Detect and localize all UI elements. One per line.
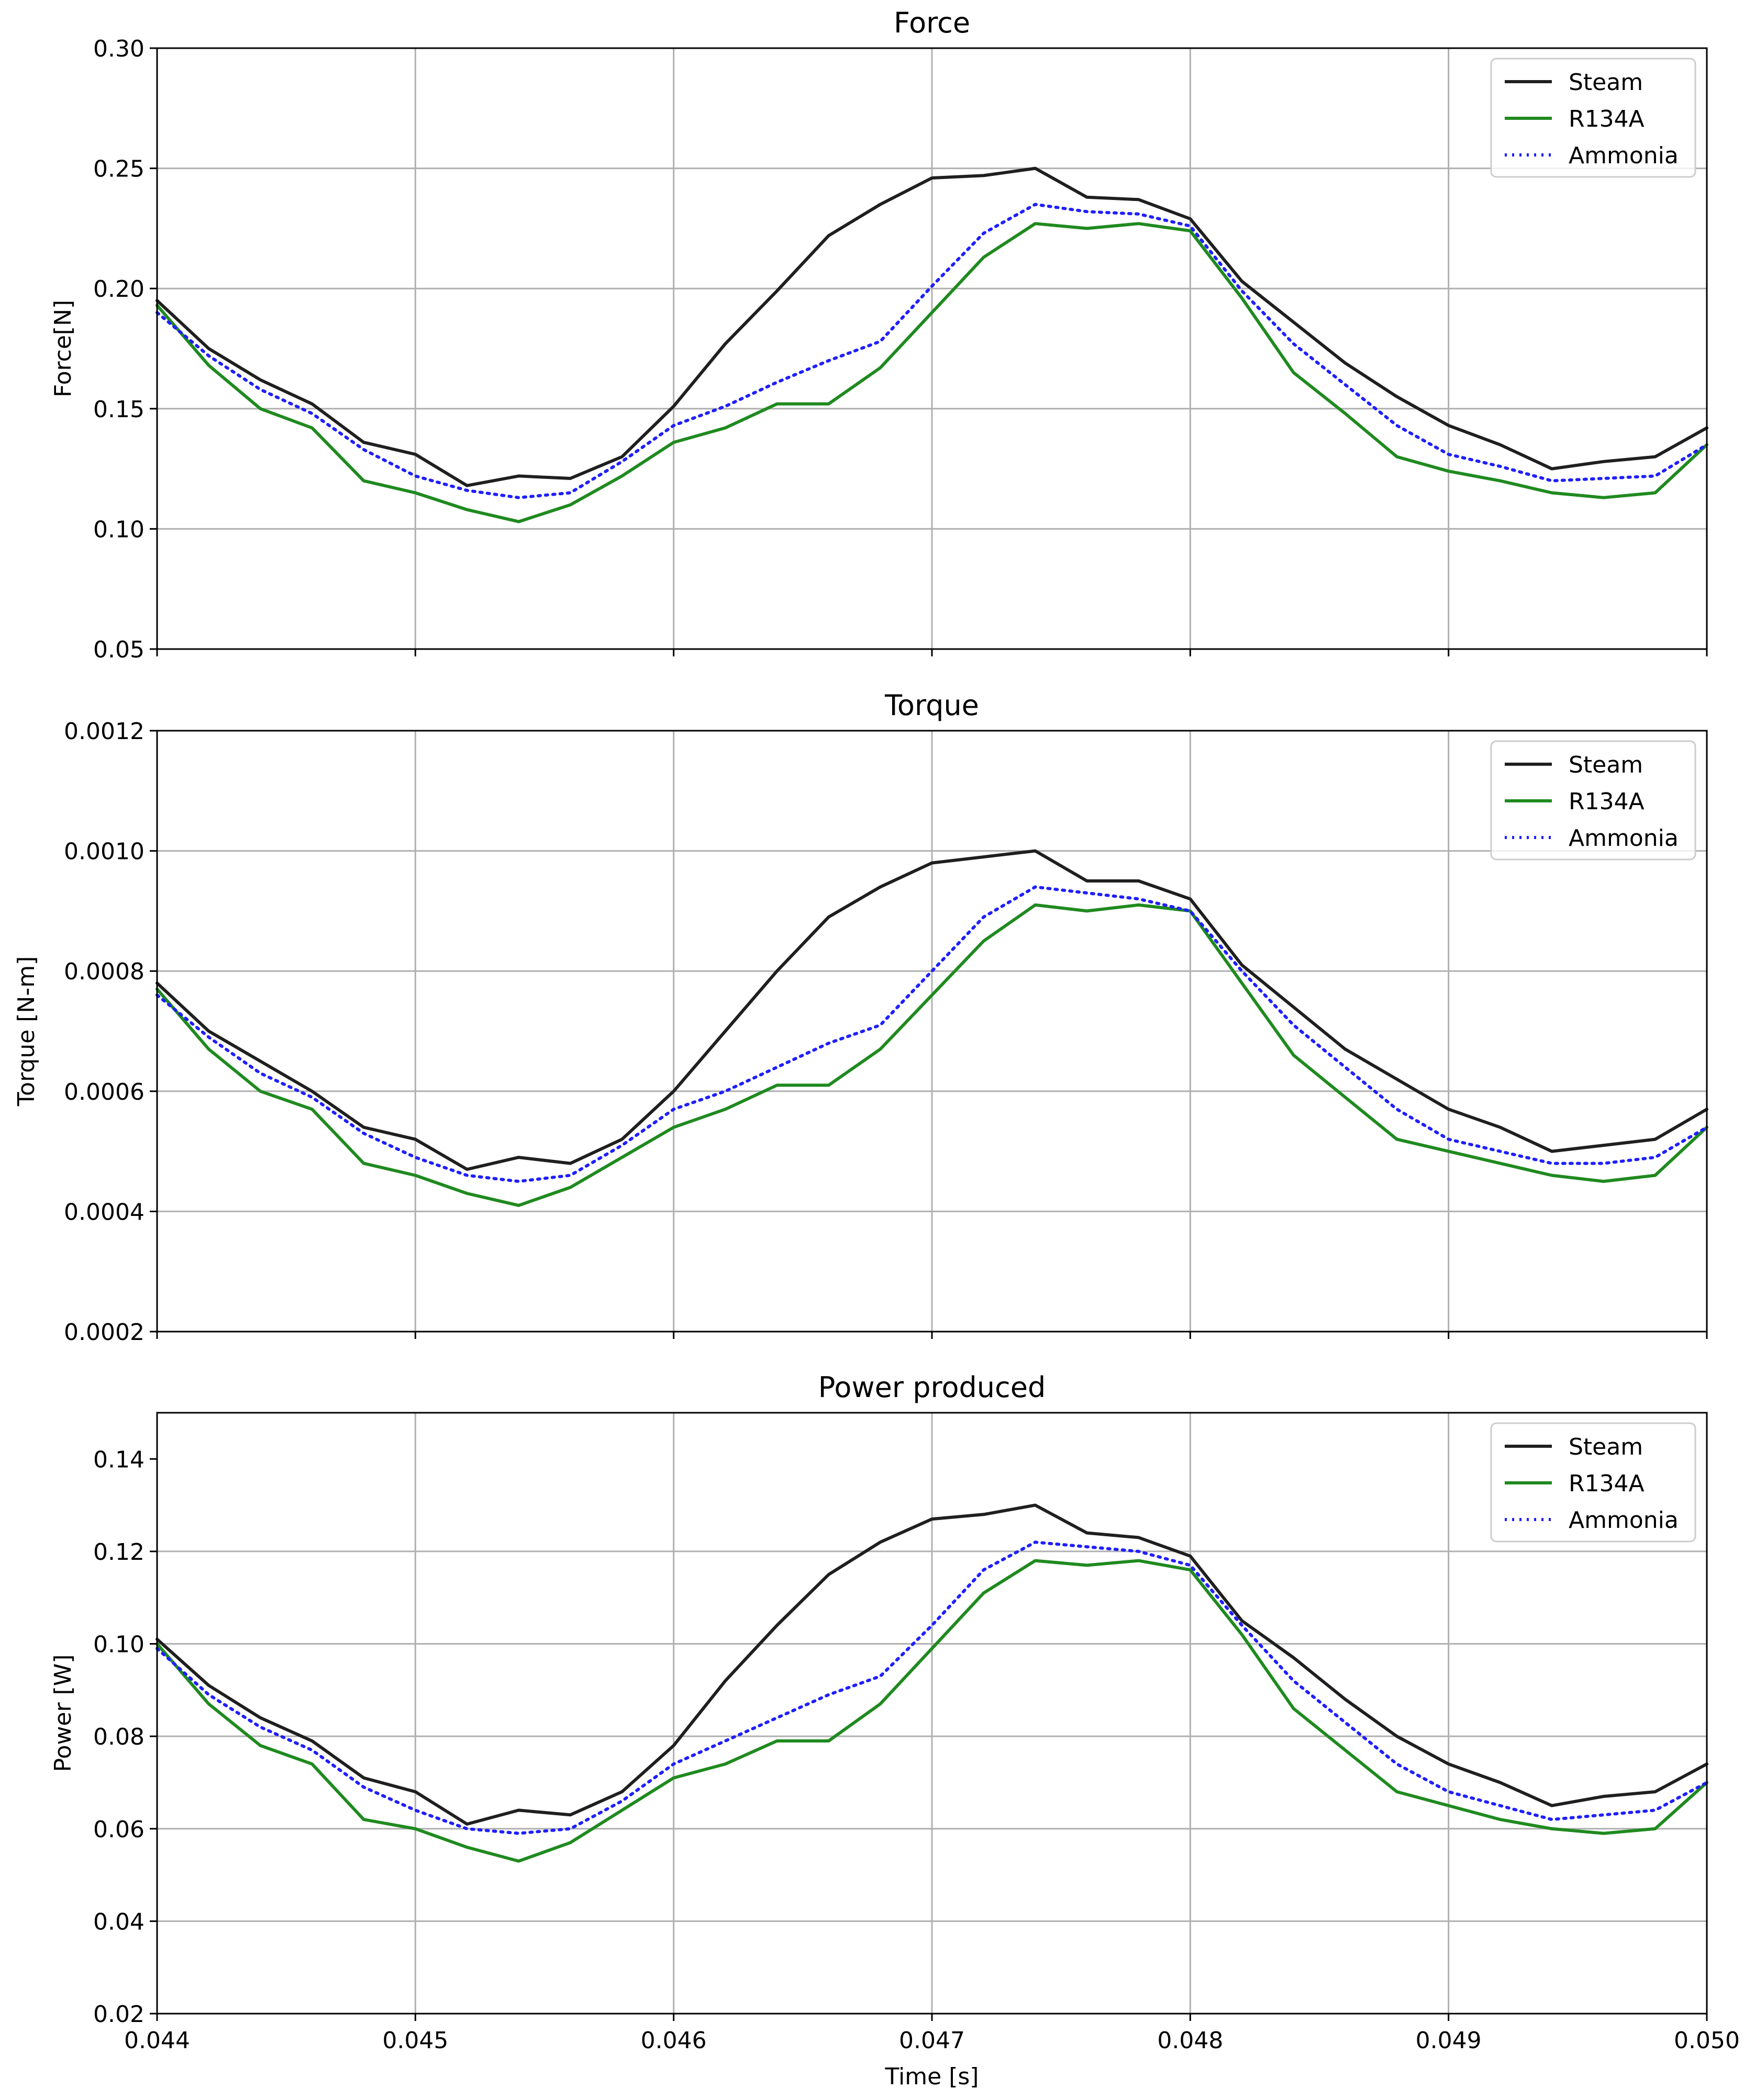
force-series-ammonia-line [155,203,1708,499]
power-x-tick-label: 0.044 [124,2027,190,2054]
torque-y-tick-label: 0.0002 [64,1319,145,1346]
legend-ammonia-label: Ammonia [1569,1507,1679,1534]
legend-ammonia-label: Ammonia [1569,142,1679,169]
torque-y-tick-label: 0.0004 [64,1199,145,1225]
power-y-tick-label: 0.12 [93,1539,145,1566]
torque-y-tick-label: 0.0008 [64,958,145,985]
power-y-tick-label: 0.08 [93,1724,145,1750]
legend-steam-label: Steam [1569,752,1643,778]
power-y-tick-label: 0.06 [93,1816,145,1843]
force-title: Force [894,6,970,39]
power-series-steam-line [155,1503,1708,1826]
power-y-tick-label: 0.14 [93,1446,145,1473]
force-series-steam-line [155,166,1708,487]
force-panel: Force Force[N] 0.050.100.150.200.250.30 … [50,6,1708,663]
legend-steam-label: Steam [1569,1434,1643,1460]
torque-panel: Torque Torque [N-m] 0.0002 0.0004 0.0006 0.… [13,689,1708,1346]
power-series-r134a-line [155,1559,1708,1863]
force-ylabel: Force[N] [50,300,76,397]
torque-ylabel: Torque [N-m] [13,956,40,1107]
force-series-r134a-line [155,222,1708,523]
torque-series-r134a-line [155,903,1708,1207]
force-y-tick-label: 0.30 [93,36,145,62]
legend-steam-label: Steam [1569,69,1643,96]
power-x-tick-label: 0.047 [899,2027,965,2054]
power-x-tick-label: 0.049 [1416,2027,1482,2054]
power-x-tick-label: 0.045 [382,2027,448,2054]
power-y-tick-label: 0.02 [93,2001,145,2028]
power-panel: Power produced Power [W] Time [s] 0.044 0… [50,1371,1740,2090]
legend-ammonia-label: Ammonia [1569,825,1679,852]
power-legend: Steam R134A Ammonia [1490,1422,1696,1543]
power-x-tick-label: 0.046 [641,2027,707,2054]
power-y-tick-label: 0.04 [93,1908,145,1935]
force-y-tick-label: 0.20 [93,276,145,303]
force-y-tick-label: 0.25 [93,156,145,183]
torque-legend: Steam R134A Ammonia [1490,740,1696,861]
legend-r134a-label: R134A [1569,1470,1645,1497]
power-ylabel: Power [W] [50,1655,76,1772]
torque-y-tick-label: 0.0010 [64,839,145,865]
force-y-tick-label: 0.10 [93,516,145,543]
legend-r134a-label: R134A [1569,106,1645,132]
torque-y-tick-label: 0.0012 [64,718,145,745]
legend-r134a-label: R134A [1569,788,1645,815]
torque-series-ammonia-line [155,885,1708,1183]
force-legend: Steam R134A Ammonia [1490,58,1696,178]
time-xlabel: Time [s] [885,2063,979,2090]
power-x-tick-label: 0.050 [1674,2027,1740,2054]
power-x-tick-label: 0.048 [1157,2027,1223,2054]
torque-y-tick-label: 0.0006 [64,1079,145,1105]
force-y-tick-label: 0.15 [93,396,145,423]
force-y-tick-label: 0.05 [93,636,145,663]
torque-title: Torque [884,689,979,722]
torque-series-steam-line [155,849,1708,1171]
power-title: Power produced [818,1371,1046,1404]
power-series-ammonia-line [155,1540,1708,1835]
power-y-tick-label: 0.10 [93,1632,145,1658]
